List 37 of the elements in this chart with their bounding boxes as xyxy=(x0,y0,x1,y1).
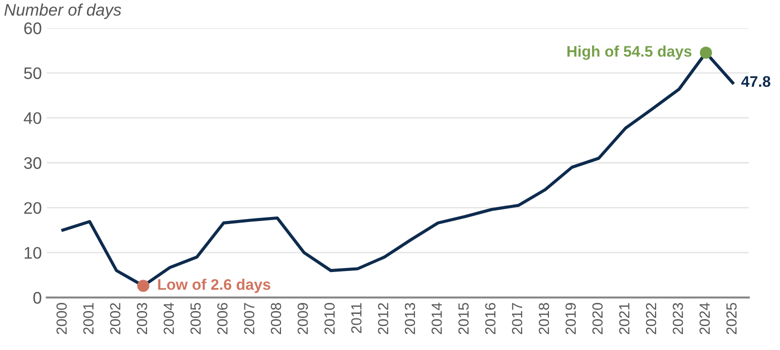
y-tick-label: 10 xyxy=(24,246,42,259)
x-tick-label: 2023 xyxy=(672,303,684,334)
x-tick-label: 2011 xyxy=(351,303,362,333)
x-tick-label: 2014 xyxy=(432,302,442,334)
x-tick-label: 2016 xyxy=(485,303,496,334)
x-tick-label: 2024 xyxy=(700,302,710,334)
y-tick-label: 50 xyxy=(24,67,42,80)
x-tick-label: 2000 xyxy=(56,302,67,334)
x-tick-label: 2025 xyxy=(726,302,737,334)
y-tick-label: 60 xyxy=(24,22,42,34)
x-tick-label: 2013 xyxy=(404,303,416,334)
annotation: Low of 2.6 days xyxy=(158,278,270,293)
x-tick-label: 2006 xyxy=(217,303,228,334)
data-label: 47.8 xyxy=(741,76,770,87)
x-tick-label: 2002 xyxy=(110,303,120,334)
x-tick-label: 2007 xyxy=(244,303,254,334)
y-axis-title: Number of days xyxy=(4,4,122,20)
x-tick-label: 2004 xyxy=(164,302,174,334)
y-tick-label: 20 xyxy=(24,202,42,214)
annotation: High of 54.5 days xyxy=(567,46,692,60)
y-tick-label: 30 xyxy=(24,157,42,169)
x-tick-label: 2001 xyxy=(83,303,94,334)
y-tick-label: 0 xyxy=(33,292,42,304)
x-tick-label: 2003 xyxy=(136,303,148,334)
x-tick-label: 2010 xyxy=(324,302,335,334)
x-tick-label: 2019 xyxy=(566,303,576,334)
x-tick-label: 2012 xyxy=(378,303,388,334)
x-tick-label: 2018 xyxy=(538,302,550,334)
y-tick-label: 40 xyxy=(24,112,42,124)
x-tick-label: 2008 xyxy=(270,302,282,334)
x-tick-label: 2017 xyxy=(512,303,522,334)
x-tick-label: 2009 xyxy=(298,303,308,334)
x-tick-label: 2022 xyxy=(646,303,656,334)
x-tick-label: 2020 xyxy=(592,302,603,334)
x-tick-label: 2015 xyxy=(458,302,469,334)
x-tick-label: 2005 xyxy=(190,302,201,334)
x-tick-label: 2021 xyxy=(619,303,630,334)
